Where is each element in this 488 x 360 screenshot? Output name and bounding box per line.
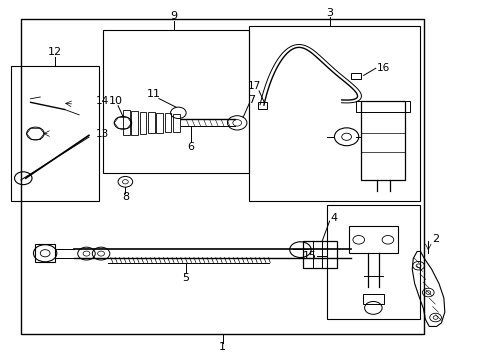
Text: 4: 4 (330, 212, 337, 222)
Text: 3: 3 (325, 8, 332, 18)
Text: 9: 9 (170, 12, 177, 21)
Bar (351, 73, 361, 79)
Text: 15: 15 (303, 251, 317, 261)
Text: 7: 7 (248, 95, 255, 105)
Text: 1: 1 (219, 342, 225, 352)
Bar (173, 114, 179, 132)
Text: 5: 5 (183, 273, 189, 283)
Text: 11: 11 (147, 89, 161, 99)
Text: 16: 16 (376, 63, 389, 73)
Text: 2: 2 (431, 234, 438, 244)
Bar (21, 19, 424, 334)
Bar (103, 30, 249, 173)
Bar (164, 113, 171, 132)
Bar (35, 244, 55, 262)
Bar (122, 111, 129, 135)
Text: 10: 10 (108, 96, 122, 107)
Bar (258, 102, 266, 109)
Text: 13: 13 (96, 129, 109, 139)
Bar (249, 26, 419, 202)
Bar (326, 205, 419, 319)
Bar (302, 241, 336, 267)
Bar (140, 112, 146, 134)
Bar (11, 66, 99, 202)
Bar (156, 113, 163, 133)
Text: 8: 8 (122, 192, 129, 202)
Bar (356, 102, 409, 112)
Bar (148, 112, 154, 134)
Text: 6: 6 (187, 142, 194, 152)
Bar (362, 294, 383, 305)
Bar (348, 226, 397, 253)
Text: 14: 14 (96, 95, 109, 105)
Text: 12: 12 (48, 47, 62, 57)
Text: 17: 17 (247, 81, 260, 90)
Bar (131, 111, 138, 135)
Bar (361, 102, 404, 180)
